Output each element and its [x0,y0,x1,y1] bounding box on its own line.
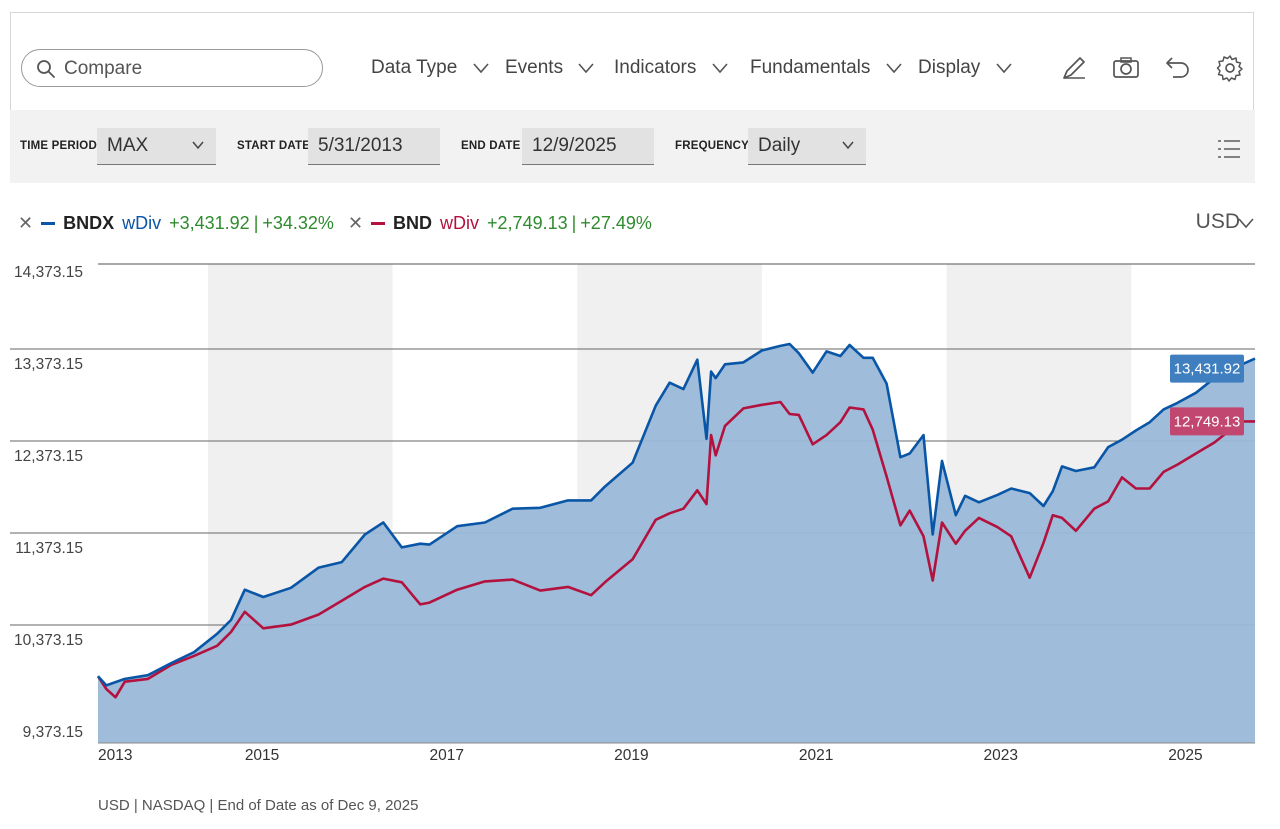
bndx-change-pct: +34.32% [262,212,334,233]
time-period-label: TIME PERIOD [20,140,97,152]
bndx-data-type: wDiv [122,212,162,233]
menu-fundamentals[interactable]: Fundamentals [750,57,902,79]
x-axis: 2013 2015 2017 2019 2021 2023 2025 [98,747,1203,764]
bndx-last-value-tag-label: 13,431.92 [1174,361,1241,378]
bndx-last-value-tag [1170,354,1244,383]
chevron-down-icon [995,63,1012,74]
end-date-input[interactable]: 12/9/2025 [522,128,654,165]
gear-icon[interactable] [1215,53,1245,83]
filter-bar: TIME PERIOD MAX START DATE 5/31/2013 END… [10,110,1255,183]
chevron-down-icon[interactable] [1238,217,1254,229]
compare-placeholder: Compare [64,58,143,79]
bnd-last-value-tag [1170,407,1244,436]
y-axis: 9,373.15 10,373.15 11,373.15 12,373.15 13,37… [14,264,83,741]
chart-toolbar: Compare Data Type Events Indicators Fund… [10,12,1254,110]
menu-display[interactable]: Display [918,57,1012,79]
camera-icon[interactable] [1111,53,1141,83]
y-tick-label: 13,373.15 [14,356,83,373]
frequency-select[interactable]: Daily [748,128,866,165]
undo-icon[interactable] [1163,53,1193,83]
bnd-change-pct: +27.49% [580,212,652,233]
bnd-change: +2,749.13 [487,212,568,233]
chevron-down-icon [712,63,728,74]
compare-search[interactable]: Compare [21,49,323,87]
frequency-value: Daily [758,135,801,156]
bndx-change: +3,431.92 [169,212,250,233]
series-legend: ✕ BNDX wDiv +3,431.92 | +34.32% ✕ BND wDiv +2,749… [18,212,652,234]
remove-bndx-icon[interactable]: ✕ [18,212,34,233]
search-icon [37,60,55,78]
bndx-legend-swatch [41,221,56,225]
list-view-icon[interactable] [1217,138,1241,160]
menu-fundamentals-label: Fundamentals [750,57,871,78]
bnd-data-type: wDiv [440,212,480,233]
chart-footnote: USD | NASDAQ | End of Date as of Dec 9, … [98,797,419,814]
x-tick-label: 2021 [799,747,833,764]
x-tick-label: 2023 [984,747,1018,764]
y-tick-label: 14,373.15 [14,264,83,281]
time-period-select[interactable]: MAX [97,128,216,165]
end-date-value: 12/9/2025 [532,135,617,156]
bnd-ticker[interactable]: BND [393,212,433,233]
menu-events-label: Events [505,57,564,78]
bndx-area-fill [98,344,1255,743]
end-date-label: END DATE [461,140,521,152]
frequency-label: FREQUENCY [675,140,750,152]
start-date-label: START DATE [237,140,311,152]
currency-select[interactable]: USD [1195,210,1240,233]
chevron-down-icon [578,63,594,74]
chevron-down-icon [192,141,204,150]
chevron-down-icon [886,63,902,74]
bnd-series-line[interactable] [96,400,1255,699]
chevron-down-icon [472,63,489,74]
x-tick-label: 2025 [1168,747,1202,764]
last-value-tags: 13,431.92 12,749.13 [1170,354,1244,436]
menu-indicators-label: Indicators [614,57,697,78]
y-tick-label: 12,373.15 [14,448,83,465]
time-period-value: MAX [107,135,149,156]
pencil-icon[interactable] [1059,53,1089,83]
legend-separator: | [571,212,577,233]
bndx-ticker[interactable]: BNDX [63,212,115,233]
chevron-down-icon [842,141,854,150]
menu-events[interactable]: Events [505,57,594,79]
x-tick-label: 2017 [429,747,463,764]
y-tick-label: 10,373.15 [14,632,83,649]
legend-separator: | [253,212,259,233]
bnd-legend-swatch [371,221,386,225]
x-tick-label: 2019 [614,747,648,764]
menu-data-type-label: Data Type [371,57,458,78]
x-tick-label: 2013 [98,747,132,764]
start-date-input[interactable]: 5/31/2013 [308,128,440,165]
bnd-last-value-tag-label: 12,749.13 [1174,413,1241,430]
x-tick-label: 2015 [245,747,279,764]
y-tick-label: 9,373.15 [23,724,83,741]
y-tick-label: 11,373.15 [15,540,83,557]
remove-bnd-icon[interactable]: ✕ [347,212,364,233]
menu-data-type[interactable]: Data Type [371,57,489,79]
menu-display-label: Display [918,57,981,78]
menu-indicators[interactable]: Indicators [614,57,728,79]
bndx-series-line[interactable] [97,342,1256,687]
start-date-value: 5/31/2013 [318,135,403,156]
